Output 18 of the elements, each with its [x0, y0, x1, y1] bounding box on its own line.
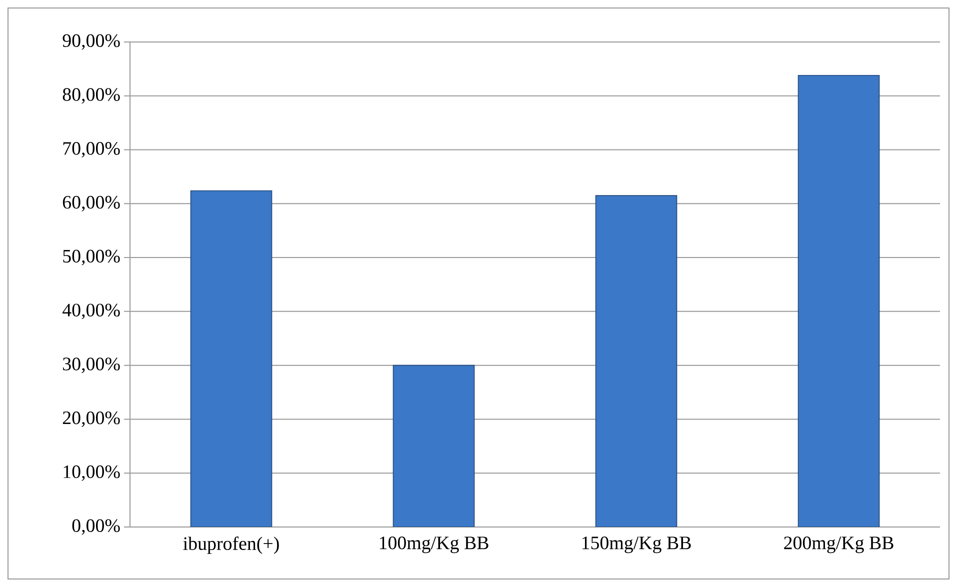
y-tick-label: 70,00%: [63, 142, 120, 158]
bar: [798, 74, 880, 527]
y-tick-label: 60,00%: [62, 196, 120, 212]
bar: [392, 364, 475, 527]
bar: [595, 195, 678, 527]
y-tick-label: 90,00%: [62, 34, 120, 50]
x-tick-label: ibuprofen(+): [183, 536, 279, 554]
y-tick-label: 80,00%: [62, 88, 120, 104]
y-tick-label: 10,00%: [64, 465, 120, 481]
x-tick-label: 150mg/Kg BB: [582, 536, 691, 554]
y-tick-label: 0,00%: [72, 519, 120, 535]
x-tick-label: 100mg/Kg BB: [380, 536, 488, 554]
y-tick-label: 50,00%: [63, 250, 120, 266]
x-tick-label: 200mg/Kg BB: [784, 536, 894, 554]
y-tick-label: 30,00%: [63, 358, 120, 374]
y-tick-label: 20,00%: [62, 411, 120, 427]
y-tick-label: 40,00%: [62, 304, 120, 320]
bar: [190, 190, 272, 527]
